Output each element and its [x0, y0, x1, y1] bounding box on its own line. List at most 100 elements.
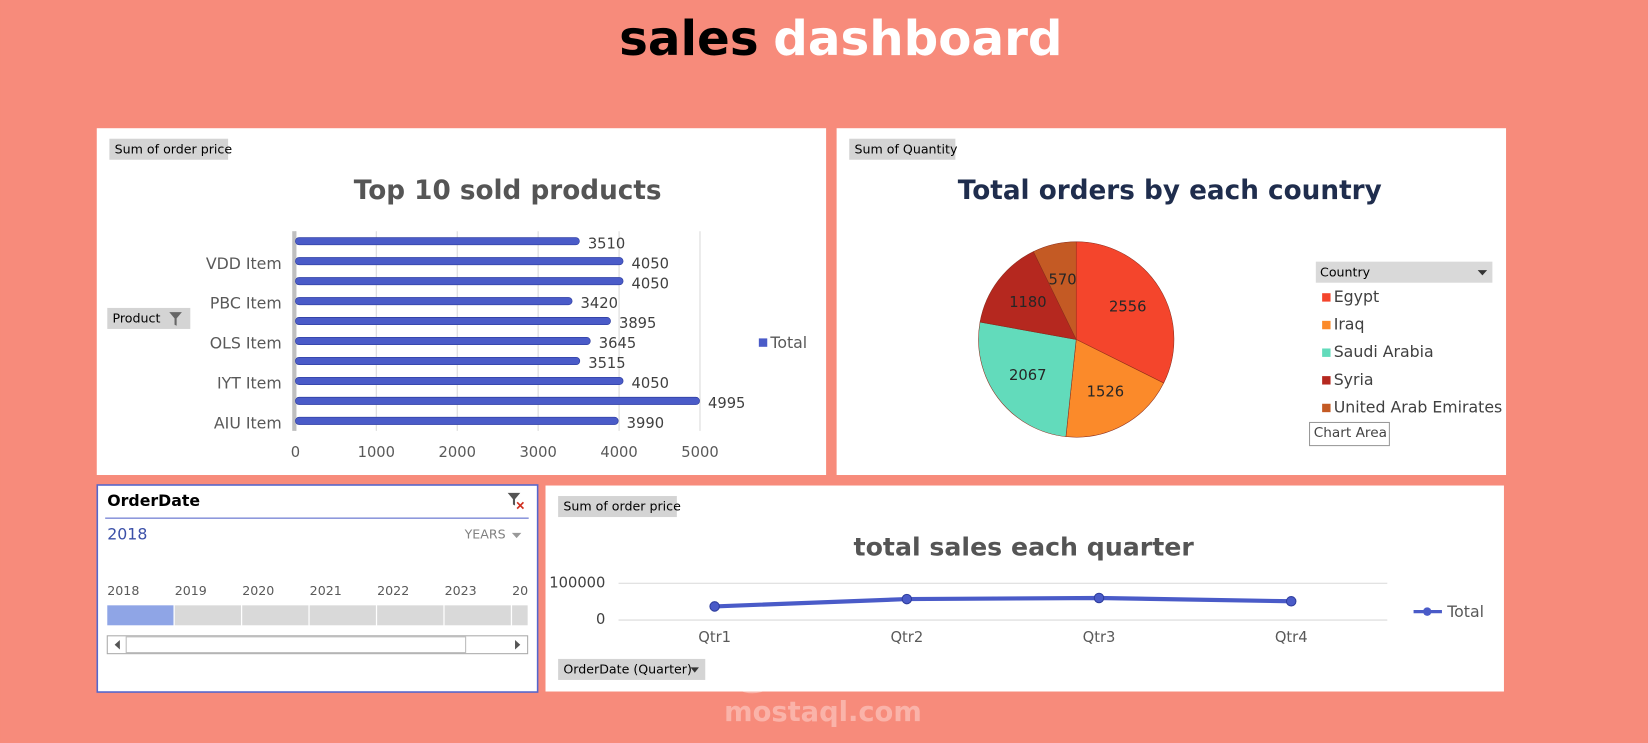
legend-label: United Arab Emirates: [1334, 397, 1503, 416]
timeline-label: 2022: [377, 583, 409, 598]
field-button[interactable]: [109, 138, 229, 160]
panel: [545, 485, 1504, 692]
timeline-cell[interactable]: [174, 605, 241, 626]
bar: [295, 416, 619, 425]
pie-slice: [1075, 241, 1175, 384]
bar: [295, 277, 624, 286]
field-button[interactable]: [558, 496, 677, 518]
legend-marker: [1322, 403, 1331, 413]
title-part: dashboard: [773, 11, 1062, 67]
watermark: mostaql.com: [724, 697, 922, 728]
category-label: IYT Item: [217, 374, 282, 393]
field-button[interactable]: [849, 138, 956, 160]
panel: [836, 128, 1507, 476]
legend-marker: [1322, 348, 1331, 357]
pie-slice: [978, 321, 1077, 437]
legend-title: Country: [1320, 265, 1371, 280]
line-point: [1285, 596, 1297, 607]
data-label: 4050: [632, 255, 669, 272]
bar: [295, 396, 700, 405]
line-point: [1093, 592, 1105, 604]
dropdown-arrow: [690, 667, 699, 673]
x-tick-label: Qtr4: [1275, 629, 1308, 646]
data-label: 2556: [1109, 299, 1146, 316]
x-tick-label: 0: [291, 444, 300, 461]
chart-title: Total orders by each country: [958, 176, 1382, 206]
dropdown-arrow[interactable]: [511, 532, 522, 539]
data-label: 1526: [1087, 384, 1124, 401]
chart-title: Top 10 sold products: [354, 176, 662, 206]
legend-label: Total: [769, 333, 807, 352]
legend-label: Syria: [1334, 370, 1374, 389]
bar: [295, 356, 581, 365]
tooltip-box: [1308, 421, 1390, 447]
dashboard-title: sales dashboard: [619, 11, 1062, 67]
timeline-label: 2021: [310, 583, 342, 598]
timeline-cell[interactable]: [444, 605, 511, 626]
y-tick-label: 0: [596, 611, 605, 628]
axis-wall: [292, 231, 297, 431]
timeline-cell[interactable]: [242, 605, 309, 626]
bar: [295, 257, 624, 266]
y-tick-label: 100000: [549, 574, 605, 591]
timeline-cell[interactable]: [512, 605, 528, 626]
bar: [295, 317, 611, 326]
category-label: OLS Item: [210, 334, 282, 353]
bar: [295, 297, 573, 306]
field-button-label: Sum of order price: [115, 141, 233, 156]
pie-slice: [1033, 241, 1077, 340]
scroll-right[interactable]: [515, 640, 521, 650]
x-tick-label: Qtr1: [698, 629, 731, 646]
clear-filter-icon[interactable]: [507, 492, 521, 506]
legend-label: Iraq: [1334, 315, 1365, 334]
category-label: AIU Item: [214, 414, 282, 433]
x-tick-label: Qtr2: [890, 629, 923, 646]
field-button[interactable]: [558, 658, 706, 680]
filter-icon: [169, 312, 182, 326]
data-label: 3420: [581, 295, 618, 312]
dropdown-arrow: [1477, 270, 1488, 276]
data-label: 1180: [1009, 294, 1046, 311]
x-tick-label: 3000: [519, 444, 556, 461]
bar: [295, 376, 624, 385]
field-button-label: Sum of Quantity: [854, 141, 957, 156]
timeline-label: 2019: [175, 583, 207, 598]
line-point: [709, 601, 720, 612]
category-label: PBC Item: [210, 294, 282, 313]
data-label: 4050: [632, 375, 669, 392]
data-label: 3515: [588, 355, 625, 372]
timeline-label: 2020: [242, 583, 274, 598]
data-label: 3510: [588, 235, 625, 252]
timeline-cell[interactable]: [377, 605, 444, 626]
timeline-label: 2023: [445, 583, 477, 598]
line-series: [712, 595, 1294, 609]
scroll-thumb[interactable]: [125, 636, 467, 654]
watermark: مستقل: [735, 642, 912, 698]
legend-header[interactable]: [1315, 261, 1493, 283]
legend-marker: [1423, 607, 1432, 616]
field-button-label: Sum of order price: [563, 499, 681, 514]
clear-filter-x[interactable]: [516, 501, 525, 510]
field-button-label: Product: [113, 310, 161, 325]
timeline-cell[interactable]: [309, 605, 376, 626]
pie-slice: [979, 251, 1077, 340]
slicer-level[interactable]: YEARS: [464, 526, 506, 541]
legend-label: Egypt: [1334, 287, 1379, 306]
field-button-label: OrderDate (Quarter): [563, 661, 692, 676]
x-tick-label: 5000: [681, 444, 718, 461]
slicer-title: OrderDate: [107, 491, 200, 510]
data-label: 3895: [619, 315, 656, 332]
data-label: 3645: [599, 335, 636, 352]
scroll-left[interactable]: [114, 640, 120, 650]
legend-marker: [1322, 320, 1331, 330]
x-tick-label: 1000: [358, 444, 395, 461]
pie-slice: [1065, 339, 1165, 438]
legend-marker: [758, 338, 768, 347]
field-button[interactable]: [107, 307, 191, 329]
timeline-cell[interactable]: [107, 605, 174, 626]
data-label: 3990: [627, 415, 664, 432]
legend-label: Saudi Arabia: [1334, 342, 1434, 361]
data-label: 2067: [1009, 367, 1046, 384]
timeline-label: 2018: [107, 583, 139, 598]
